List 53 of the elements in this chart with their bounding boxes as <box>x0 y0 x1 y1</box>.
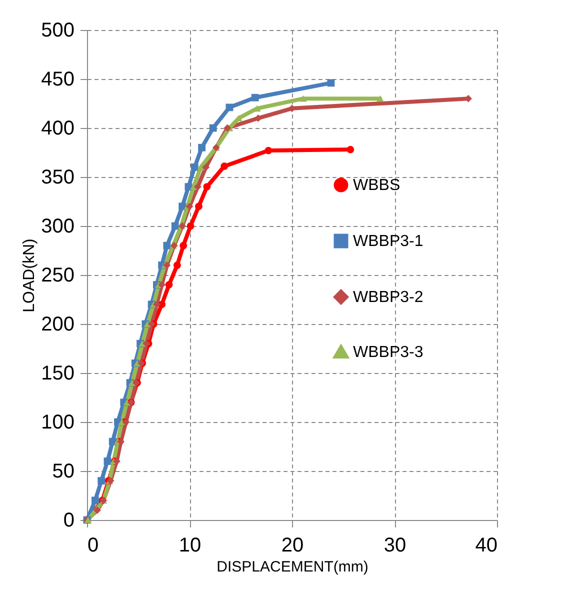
y-axis-title: LOAD(kN) <box>21 238 38 312</box>
y-tick-label: 500 <box>41 20 74 42</box>
point <box>327 79 335 87</box>
point <box>138 340 146 347</box>
point <box>171 222 179 230</box>
point <box>300 95 307 102</box>
y-tick-label: 100 <box>41 412 74 434</box>
point <box>91 496 99 504</box>
point <box>198 144 206 152</box>
point <box>98 477 106 485</box>
point <box>226 104 234 112</box>
point <box>152 300 160 308</box>
point <box>186 222 194 230</box>
point <box>220 162 228 170</box>
y-tick-label: 200 <box>41 314 74 336</box>
point <box>202 163 210 171</box>
point <box>346 146 354 154</box>
point <box>158 281 166 289</box>
point <box>180 242 188 250</box>
point <box>165 281 173 288</box>
y-tick-label: 50 <box>52 460 74 482</box>
point <box>376 95 384 102</box>
point <box>195 202 202 210</box>
x-tick-label: 20 <box>281 534 304 556</box>
y-tick-label: 0 <box>63 510 74 532</box>
point <box>203 183 211 190</box>
point <box>94 506 101 514</box>
y-tick-label: 450 <box>41 68 74 90</box>
point <box>190 163 198 171</box>
y-tick-label: 250 <box>41 264 74 286</box>
point <box>173 262 181 269</box>
y-tick-label: 350 <box>41 166 74 188</box>
x-axis-title: DISPLACEMENT(mm) <box>216 558 368 576</box>
legend-label: WBBP3-2 <box>353 289 424 306</box>
y-tick-label: 400 <box>41 118 74 140</box>
point <box>194 183 202 191</box>
point <box>209 124 217 132</box>
x-tick-label: 30 <box>384 534 406 556</box>
point <box>178 202 186 210</box>
legend-label: WBBP3-3 <box>353 344 424 361</box>
y-tick-label: 300 <box>41 216 74 238</box>
point <box>104 457 112 465</box>
legend-label: WBBP3-1 <box>353 233 424 250</box>
x-tick-label: 0 <box>88 534 99 556</box>
point <box>113 457 120 465</box>
point <box>163 242 171 250</box>
x-tick-label: 40 <box>475 534 498 556</box>
x-tick-label: 10 <box>178 534 202 556</box>
point <box>264 146 272 154</box>
point <box>251 94 259 102</box>
legend-label: WBBS <box>353 177 400 194</box>
point <box>197 164 204 170</box>
y-tick-label: 150 <box>41 362 74 384</box>
